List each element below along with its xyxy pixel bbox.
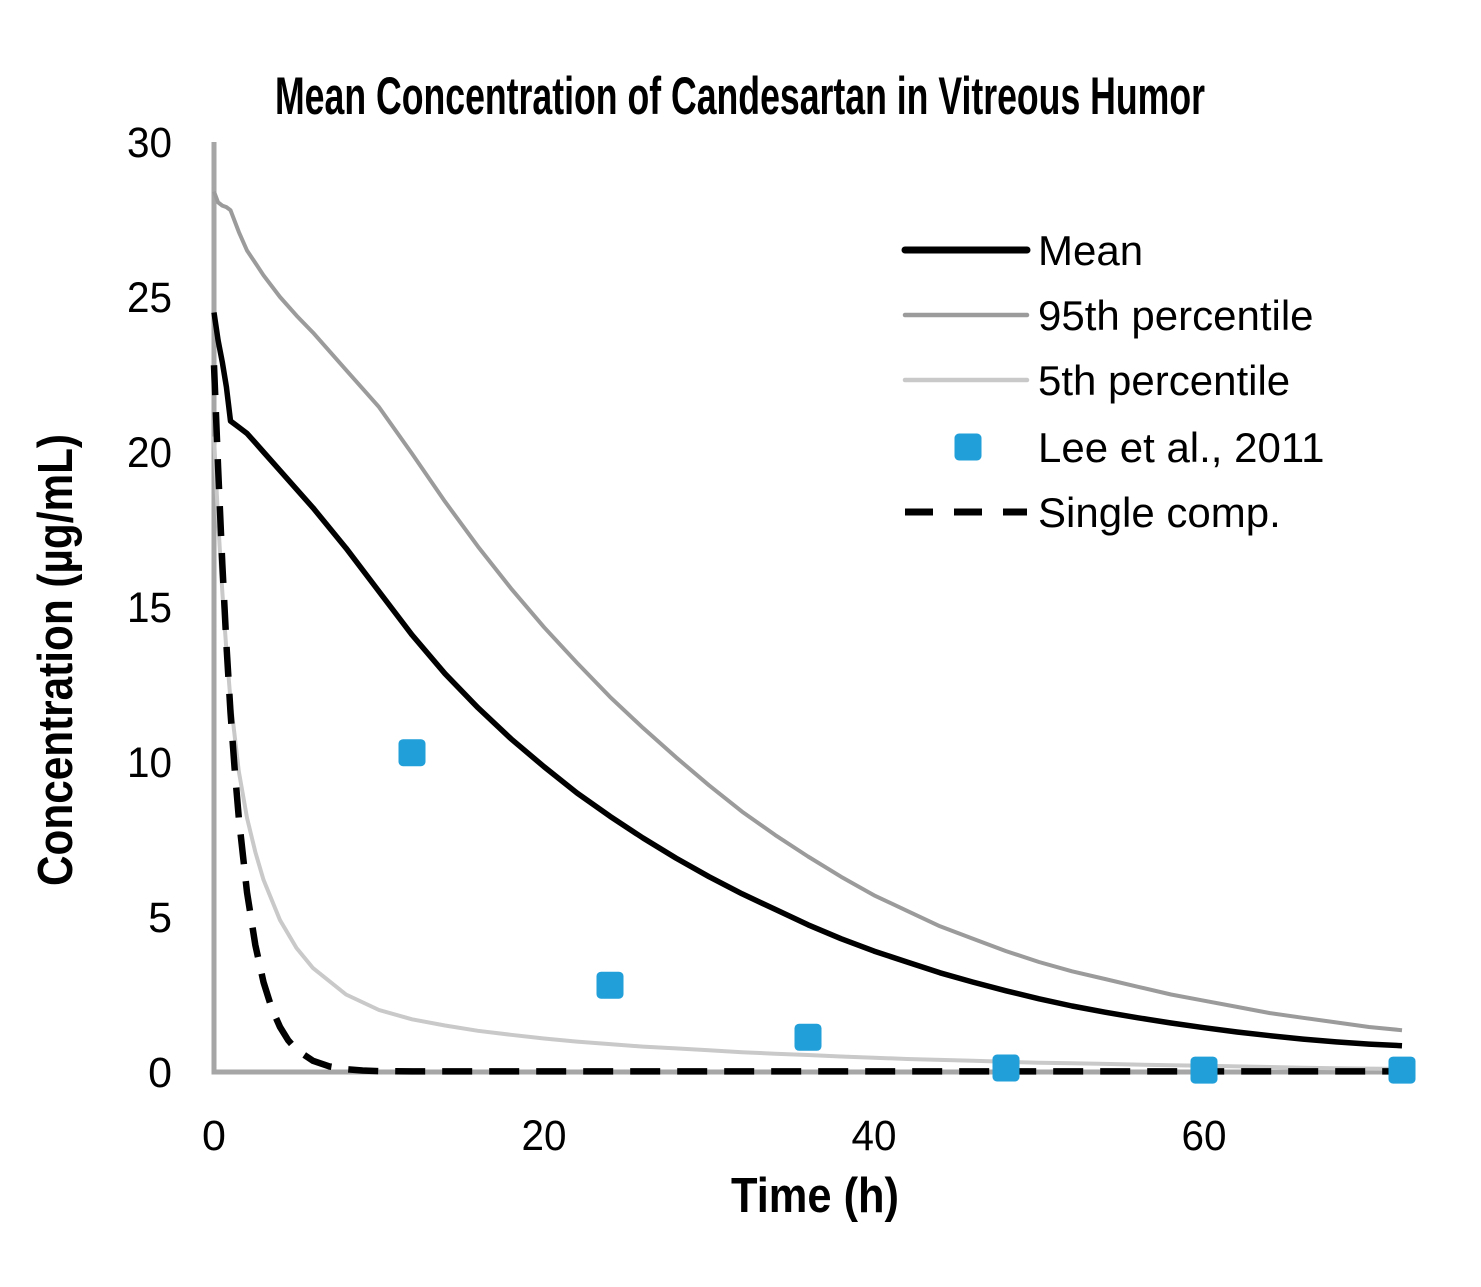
legend-item-mean: Mean [901, 227, 1143, 274]
legend-label-95th-percentile: 95th percentile [1038, 292, 1314, 339]
curve-95th-percentile [212, 190, 1403, 1033]
legend-item-single-comp: Single comp. [905, 489, 1281, 536]
lee-square-marker-swatch [954, 433, 982, 461]
legend-item-5th-percentile: 5th percentile [902, 357, 1290, 404]
x-tick-label-0: 0 [202, 1112, 226, 1160]
y-tick-label-15: 15 [127, 584, 172, 632]
legend-item-95th-percentile: 95th percentile [902, 292, 1314, 339]
y-tick-label-30: 30 [127, 119, 172, 167]
legend-label-5th-percentile: 5th percentile [1038, 357, 1290, 404]
data-point-lee-24h [596, 971, 624, 999]
legend-label-mean: Mean [1038, 227, 1143, 274]
chart-title: Mean Concentration of Candesartan in Vit… [275, 67, 1205, 126]
curve-5th-percentile [212, 436, 1403, 1071]
data-point-lee-60h [1190, 1056, 1218, 1084]
y-axis-title: Concentration (µg/mL) [29, 434, 83, 886]
data-point-lee-12h [398, 739, 426, 767]
x-axis-title: Time (h) [731, 1169, 899, 1223]
legend: Mean 95th percentile 5th percentile Lee … [901, 227, 1324, 536]
y-tick-label-5: 5 [148, 894, 172, 942]
x-axis-tick-labels: 0 20 40 60 [202, 1112, 1226, 1160]
legend-label-lee-et-al: Lee et al., 2011 [1038, 424, 1324, 471]
series-layer [210, 190, 1416, 1084]
legend-item-lee-et-al: Lee et al., 2011 [954, 424, 1324, 471]
y-axis-tick-labels: 0 5 10 15 20 25 30 [127, 119, 172, 1097]
legend-label-single-comp: Single comp. [1038, 489, 1281, 536]
y-tick-label-20: 20 [127, 429, 172, 477]
y-tick-label-0: 0 [148, 1049, 172, 1097]
curve-single-comp- [210, 365, 1394, 1075]
x-tick-label-40: 40 [852, 1112, 897, 1160]
y-tick-label-10: 10 [127, 739, 172, 787]
x-tick-label-60: 60 [1182, 1112, 1227, 1160]
data-point-lee-48h [992, 1054, 1020, 1082]
curve-mean [211, 312, 1403, 1049]
x-tick-label-20: 20 [522, 1112, 567, 1160]
data-point-lee-36h [794, 1023, 822, 1051]
data-point-lee-72h [1388, 1056, 1416, 1084]
y-tick-label-25: 25 [127, 274, 172, 322]
